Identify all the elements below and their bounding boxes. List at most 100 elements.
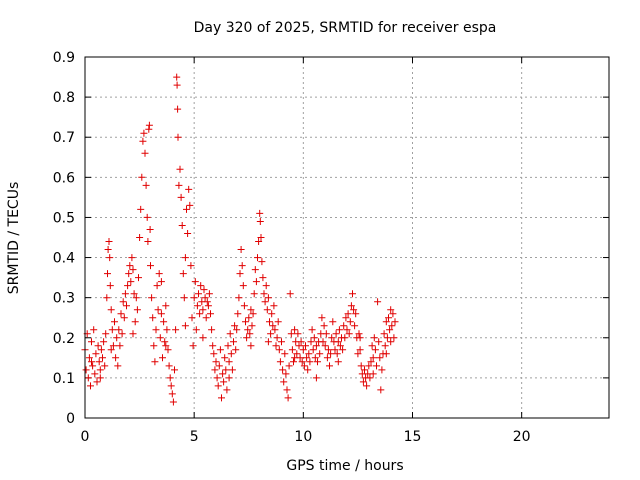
- data-point: [200, 286, 208, 294]
- data-point: [84, 374, 92, 382]
- data-point: [106, 254, 114, 262]
- data-point: [333, 350, 341, 358]
- data-point: [327, 350, 335, 358]
- data-point: [91, 370, 99, 378]
- data-point: [334, 338, 342, 346]
- data-point: [331, 346, 339, 354]
- data-point: [105, 238, 113, 245]
- data-point: [126, 262, 134, 270]
- data-point: [298, 358, 306, 366]
- data-point: [202, 314, 210, 322]
- data-point: [250, 290, 258, 298]
- data-point: [299, 346, 307, 354]
- data-point: [262, 282, 270, 290]
- data-point: [157, 310, 165, 318]
- data-point: [390, 334, 398, 342]
- data-point: [188, 314, 196, 322]
- data-point: [118, 330, 126, 338]
- data-point: [242, 318, 249, 326]
- data-point: [245, 314, 253, 322]
- data-point: [132, 294, 140, 302]
- data-point: [179, 270, 187, 278]
- data-point: [336, 342, 344, 350]
- data-point: [225, 358, 233, 366]
- data-point: [175, 181, 183, 189]
- data-point: [185, 185, 193, 193]
- data-point: [115, 326, 123, 334]
- y-tick-label: 0.2: [53, 331, 75, 347]
- data-point: [345, 330, 353, 338]
- data-point: [361, 366, 368, 374]
- data-point: [388, 322, 396, 330]
- data-point: [365, 362, 373, 370]
- data-point: [186, 201, 194, 209]
- data-point: [308, 326, 316, 334]
- data-point: [304, 366, 312, 374]
- data-point: [114, 362, 122, 370]
- data-point: [252, 278, 260, 286]
- data-point: [383, 334, 391, 342]
- data-point: [271, 326, 279, 334]
- data-point: [172, 326, 180, 334]
- data-point: [356, 346, 364, 354]
- data-point: [275, 346, 283, 354]
- data-point: [349, 290, 356, 298]
- data-point: [367, 358, 375, 366]
- y-tick-label: 0.3: [53, 291, 75, 307]
- data-point: [239, 282, 247, 290]
- data-point: [103, 294, 111, 302]
- data-point: [334, 358, 342, 366]
- data-point: [190, 294, 198, 302]
- data-point: [272, 342, 280, 350]
- data-point: [236, 270, 244, 278]
- data-point: [303, 354, 311, 362]
- data-point: [171, 366, 178, 374]
- data-point: [93, 378, 101, 386]
- y-tick-label: 0.4: [53, 251, 75, 267]
- data-point: [201, 294, 209, 302]
- data-point: [174, 133, 182, 141]
- data-point: [306, 358, 314, 366]
- data-point: [216, 346, 224, 354]
- data-point: [347, 302, 355, 310]
- axis-ticks: 0 0.1 0.2 0.3 0.4 0.5 0.6 0.7 0.8 0.9 0 5 10 15 20: [53, 50, 609, 445]
- data-point: [376, 354, 384, 362]
- data-point: [288, 346, 296, 354]
- plot-frame: [84, 56, 610, 419]
- data-point: [373, 362, 380, 370]
- data-point: [354, 350, 362, 358]
- data-point: [89, 362, 97, 370]
- x-axis-label: GPS time / hours: [286, 458, 403, 474]
- data-point: [256, 209, 264, 217]
- data-point: [113, 334, 121, 342]
- data-point: [329, 318, 337, 326]
- data-point: [297, 338, 305, 346]
- data-point: [249, 310, 257, 318]
- data-point: [357, 362, 365, 370]
- data-point: [195, 290, 202, 298]
- y-tick-label: 0.8: [53, 90, 75, 106]
- data-point: [311, 354, 319, 362]
- data-point: [264, 294, 272, 302]
- data-point: [96, 374, 104, 382]
- data-point: [238, 262, 246, 270]
- data-point: [371, 346, 379, 354]
- data-point: [207, 310, 214, 318]
- x-tick-label: 0: [81, 429, 90, 445]
- data-point: [285, 362, 293, 370]
- data-point: [178, 222, 186, 229]
- data-point: [208, 326, 216, 334]
- data-point: [235, 294, 243, 302]
- data-point: [278, 338, 285, 346]
- data-point: [107, 346, 115, 354]
- data-point: [181, 254, 189, 262]
- data-point: [369, 370, 377, 378]
- data-point: [255, 238, 263, 245]
- data-point: [166, 374, 174, 382]
- data-point: [290, 358, 297, 366]
- data-point: [385, 314, 392, 322]
- data-point: [254, 254, 261, 262]
- data-point: [310, 334, 318, 342]
- data-point: [344, 310, 352, 318]
- data-point: [378, 366, 386, 374]
